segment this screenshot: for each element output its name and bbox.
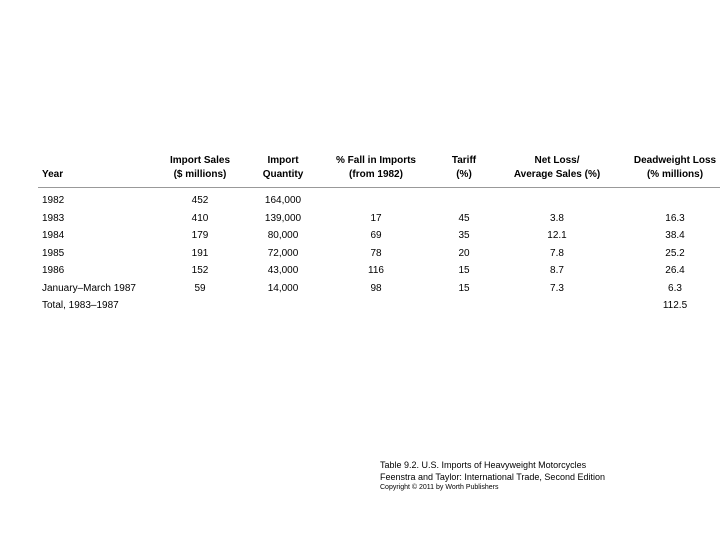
cell-netloss: 7.8 <box>498 245 616 263</box>
col-header-fall: % Fall in Imports(from 1982) <box>322 150 430 188</box>
cell-imp-sales: 59 <box>156 280 244 298</box>
cell-dwl <box>616 188 720 210</box>
cell-netloss: 8.7 <box>498 262 616 280</box>
cell-imp-sales: 179 <box>156 227 244 245</box>
cell-imp-qty: 80,000 <box>244 227 322 245</box>
cell-year: January–March 1987 <box>38 280 156 298</box>
cell-tariff <box>430 297 498 315</box>
cell-netloss: 3.8 <box>498 210 616 228</box>
imports-table: Year Import Sales($ millions) ImportQuan… <box>38 150 720 315</box>
cell-dwl: 38.4 <box>616 227 720 245</box>
cell-dwl: 16.3 <box>616 210 720 228</box>
cell-imp-qty: 72,000 <box>244 245 322 263</box>
col-header-imp-qty: ImportQuantity <box>244 150 322 188</box>
table-container: Year Import Sales($ millions) ImportQuan… <box>38 150 686 315</box>
col-header-netloss: Net Loss/Average Sales (%) <box>498 150 616 188</box>
cell-imp-sales: 452 <box>156 188 244 210</box>
cell-dwl: 26.4 <box>616 262 720 280</box>
table-header-row: Year Import Sales($ millions) ImportQuan… <box>38 150 720 188</box>
cell-dwl: 6.3 <box>616 280 720 298</box>
caption-copyright: Copyright © 2011 by Worth Publishers <box>380 483 710 492</box>
cell-year: 1986 <box>38 262 156 280</box>
cell-imp-sales: 191 <box>156 245 244 263</box>
cell-imp-qty: 14,000 <box>244 280 322 298</box>
table-row: January–March 1987 59 14,000 98 15 7.3 6… <box>38 280 720 298</box>
cell-tariff: 45 <box>430 210 498 228</box>
cell-fall: 116 <box>322 262 430 280</box>
table-row: 1982 452 164,000 <box>38 188 720 210</box>
cell-fall <box>322 297 430 315</box>
cell-fall: 17 <box>322 210 430 228</box>
cell-tariff: 35 <box>430 227 498 245</box>
cell-imp-qty <box>244 297 322 315</box>
cell-fall: 69 <box>322 227 430 245</box>
cell-imp-sales: 152 <box>156 262 244 280</box>
cell-dwl: 112.5 <box>616 297 720 315</box>
table-row: 1984 179 80,000 69 35 12.1 38.4 <box>38 227 720 245</box>
cell-tariff: 15 <box>430 280 498 298</box>
table-row: 1985 191 72,000 78 20 7.8 25.2 <box>38 245 720 263</box>
cell-tariff <box>430 188 498 210</box>
col-header-tariff: Tariff(%) <box>430 150 498 188</box>
cell-imp-qty: 139,000 <box>244 210 322 228</box>
cell-dwl: 25.2 <box>616 245 720 263</box>
col-header-dwl: Deadweight Loss(% millions) <box>616 150 720 188</box>
cell-year: 1984 <box>38 227 156 245</box>
cell-imp-qty: 43,000 <box>244 262 322 280</box>
col-header-year: Year <box>38 150 156 188</box>
caption-block: Table 9.2. U.S. Imports of Heavyweight M… <box>380 460 710 492</box>
col-header-imp-sales: Import Sales($ millions) <box>156 150 244 188</box>
cell-year: 1982 <box>38 188 156 210</box>
cell-fall <box>322 188 430 210</box>
page: Year Import Sales($ millions) ImportQuan… <box>0 0 720 540</box>
cell-netloss: 7.3 <box>498 280 616 298</box>
table-row: 1986 152 43,000 116 15 8.7 26.4 <box>38 262 720 280</box>
cell-fall: 98 <box>322 280 430 298</box>
cell-fall: 78 <box>322 245 430 263</box>
cell-tariff: 15 <box>430 262 498 280</box>
cell-imp-sales <box>156 297 244 315</box>
cell-year: 1983 <box>38 210 156 228</box>
caption-title: Table 9.2. U.S. Imports of Heavyweight M… <box>380 460 710 472</box>
cell-netloss: 12.1 <box>498 227 616 245</box>
cell-netloss <box>498 297 616 315</box>
cell-netloss <box>498 188 616 210</box>
cell-year: Total, 1983–1987 <box>38 297 156 315</box>
cell-imp-sales: 410 <box>156 210 244 228</box>
cell-year: 1985 <box>38 245 156 263</box>
cell-imp-qty: 164,000 <box>244 188 322 210</box>
table-row: Total, 1983–1987 112.5 <box>38 297 720 315</box>
cell-tariff: 20 <box>430 245 498 263</box>
table-row: 1983 410 139,000 17 45 3.8 16.3 <box>38 210 720 228</box>
caption-source: Feenstra and Taylor: International Trade… <box>380 472 710 484</box>
